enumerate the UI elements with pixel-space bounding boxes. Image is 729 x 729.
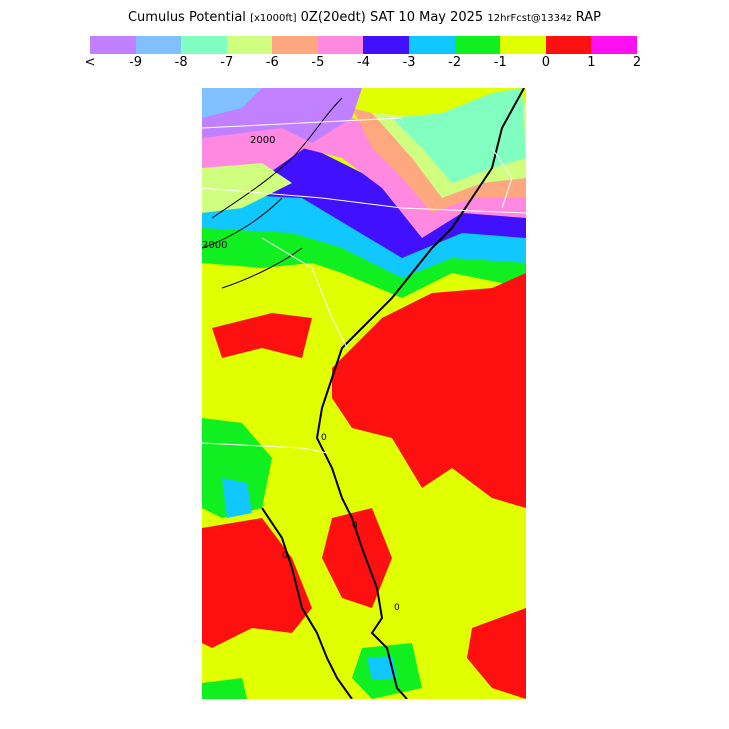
region-minus4 — [202, 138, 526, 258]
legend-swatch — [545, 36, 592, 54]
state-border — [261, 237, 348, 349]
region-minus3-sw — [222, 478, 252, 518]
legend-tick-label: -5 — [311, 55, 325, 70]
legend-swatch — [454, 36, 501, 54]
legend-ticks: < -9 -8 -7 -6 -5 -4 -3 -2 -1 0 1 2 — [0, 55, 729, 71]
title-text: Cumulus Potential — [127, 10, 246, 25]
state-border — [201, 187, 527, 214]
contour-label: 0 — [282, 551, 288, 561]
contour-line — [221, 247, 303, 289]
state-border — [201, 117, 403, 129]
coast-detail — [491, 147, 513, 209]
units-text: [x1000ft] — [250, 13, 297, 24]
legend-tick-label: -1 — [493, 55, 507, 70]
model-name: RAP — [575, 10, 601, 25]
cumulus-map: 2000 2000 0 0 0 0 — [201, 87, 527, 700]
legend-tick-label: -6 — [265, 55, 279, 70]
legend-tick-label: -4 — [357, 55, 370, 70]
forecast-text: 12hrFcst@1334z — [487, 13, 572, 24]
legend-tick-label: -9 — [129, 55, 143, 70]
state-border — [201, 442, 328, 454]
region-zero-east — [332, 273, 526, 508]
legend-swatch — [90, 36, 136, 54]
region-zero-se — [467, 608, 526, 699]
region-zero-west — [212, 313, 312, 358]
contour-line — [201, 197, 283, 249]
region-minus2-corner — [202, 678, 247, 699]
legend-tick-label: 0 — [541, 55, 550, 70]
legend-swatch — [181, 36, 227, 54]
region-minus9 — [202, 88, 262, 118]
legend-swatch — [409, 36, 455, 54]
color-legend — [90, 36, 637, 54]
legend-swatch — [363, 36, 410, 54]
legend-swatch — [317, 36, 364, 54]
legend-tick-label: 1 — [587, 55, 596, 70]
legend-tick-label: < — [84, 55, 96, 70]
legend-swatch — [135, 36, 182, 54]
legend-tick-label: -8 — [174, 55, 188, 70]
contour-label: 0 — [321, 433, 327, 443]
region-zero-sw — [202, 518, 312, 648]
contour-label: 0 — [394, 603, 400, 613]
legend-tick-label: -7 — [220, 55, 234, 70]
legend-tick-label: -3 — [402, 55, 416, 70]
contour-label: 2000 — [202, 240, 227, 251]
region-minus7-west — [202, 163, 292, 213]
contour-label: 2000 — [250, 135, 275, 146]
coastline-west — [261, 507, 353, 700]
coastline — [315, 87, 525, 700]
map-title: Cumulus Potential [x1000ft] 0Z(20edt) SA… — [0, 10, 729, 25]
legend-swatch — [500, 36, 546, 54]
contour-line — [211, 97, 343, 219]
region-minus8 — [392, 88, 526, 183]
valid-time: 0Z(20edt) SAT 10 May 2025 — [300, 10, 484, 25]
region-minus2-sw — [202, 418, 272, 518]
map-canvas: 2000 2000 0 0 0 0 — [201, 87, 527, 700]
legend-tick-label: -2 — [448, 55, 462, 70]
legend-swatch — [272, 36, 318, 54]
legend-tick-label: 2 — [632, 55, 642, 70]
legend-swatch — [226, 36, 273, 54]
legend-swatch — [591, 36, 637, 54]
